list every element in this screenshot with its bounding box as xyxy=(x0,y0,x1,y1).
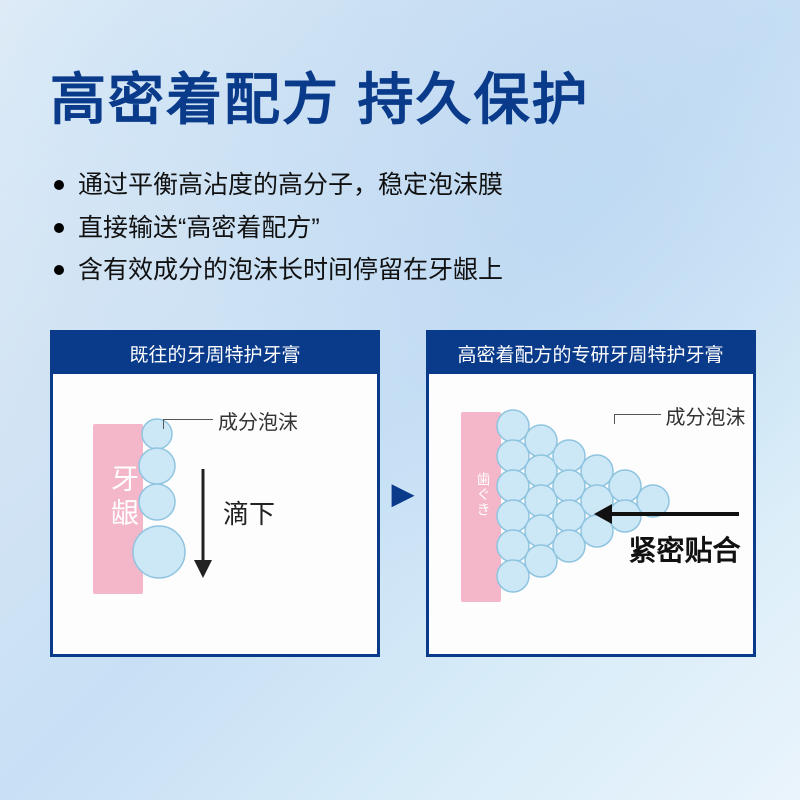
left-panel: 既往的牙周特护牙膏 牙龈成分泡沫滴下 xyxy=(50,330,380,657)
callout-tick xyxy=(163,419,164,429)
callout-line xyxy=(163,419,213,420)
left-panel-body: 牙龈成分泡沫滴下 xyxy=(53,374,377,654)
right-panel-body: 歯ぐき成分泡沫紧密贴合 xyxy=(429,374,753,654)
bullet-item: 通过平衡高沾度的高分子，稳定泡沫膜 xyxy=(50,164,750,207)
right-panel: 高密着配方的专研牙周特护牙膏 歯ぐき成分泡沫紧密贴合 xyxy=(426,330,756,657)
action-text: 滴下 xyxy=(223,494,275,531)
action-text: 紧密贴合 xyxy=(629,529,741,569)
left-panel-header: 既往的牙周特护牙膏 xyxy=(53,333,377,374)
comparison-panels: 既往的牙周特护牙膏 牙龈成分泡沫滴下 ▶ 高密着配方的专研牙周特护牙膏 歯ぐき成… xyxy=(50,330,756,657)
bullet-item: 含有效成分的泡沫长时间停留在牙龈上 xyxy=(50,249,750,292)
bullet-list: 通过平衡高沾度的高分子，稳定泡沫膜 直接输送“高密着配方” 含有效成分的泡沫长时… xyxy=(50,164,750,292)
main-title: 高密着配方 持久保护 xyxy=(50,55,750,136)
callout-text: 成分泡沫 xyxy=(218,406,298,435)
callout-text: 成分泡沫 xyxy=(666,401,746,430)
right-panel-header: 高密着配方的专研牙周特护牙膏 xyxy=(429,333,753,374)
bullet-item: 直接输送“高密着配方” xyxy=(50,207,750,250)
arrow-between-icon: ▶ xyxy=(392,477,414,510)
callout-tick xyxy=(614,414,615,424)
callout-line xyxy=(614,414,661,415)
